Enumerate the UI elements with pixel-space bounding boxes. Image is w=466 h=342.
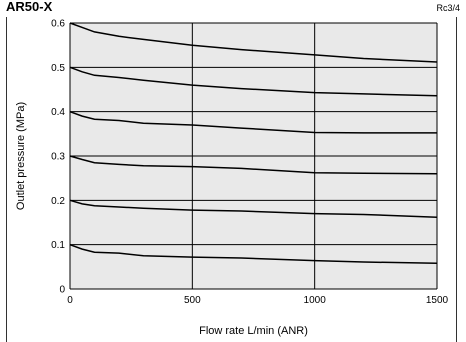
series-layer	[69, 22, 438, 265]
x-tick-labels: 0 500 1000 1500	[67, 295, 448, 306]
grid-lines	[69, 22, 438, 290]
series-line-3	[69, 155, 438, 175]
frame-left-edge	[6, 17, 7, 342]
x-tick-label-2: 1000	[304, 295, 327, 306]
series-line-4	[69, 199, 438, 218]
y-tick-label-6: 0.6	[51, 19, 65, 30]
chart-title: AR50-X	[6, 0, 53, 14]
x-tick-label-0: 0	[67, 295, 73, 306]
x-tick-label-1: 500	[184, 295, 201, 306]
series-line-5	[69, 243, 438, 265]
y-tick-label-2: 0.2	[51, 196, 65, 207]
y-axis-label: Outlet pressure (MPa)	[15, 102, 27, 210]
y-tick-label-0: 0	[59, 285, 65, 296]
x-tick-label-3: 1500	[426, 295, 449, 306]
y-tick-labels: 0 0.1 0.2 0.3 0.4 0.5 0.6	[51, 19, 65, 296]
series-line-2	[69, 110, 437, 134]
y-tick-label-4: 0.4	[51, 107, 65, 118]
y-tick-label-5: 0.5	[51, 63, 65, 74]
series-line-1	[69, 66, 438, 97]
corner-note: Rc3/4	[436, 3, 460, 13]
y-tick-label-1: 0.1	[51, 240, 65, 251]
series-line-0	[69, 22, 438, 63]
x-axis-label: Flow rate L/min (ANR)	[199, 325, 308, 337]
y-tick-label-3: 0.3	[51, 152, 65, 163]
frame-right-edge	[456, 17, 457, 342]
